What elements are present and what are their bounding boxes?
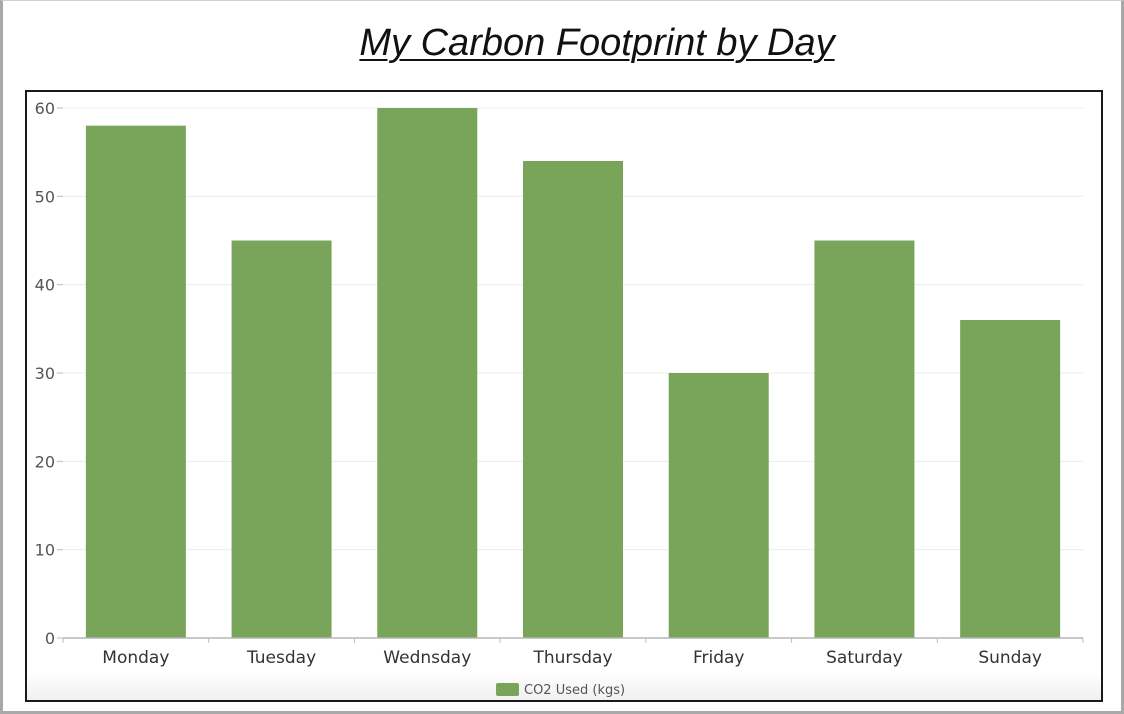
bar [523, 161, 623, 638]
legend-label: CO2 Used (kgs) [524, 683, 625, 698]
x-tick-label: Wednsday [383, 648, 471, 668]
x-tick-label: Tuesday [246, 648, 316, 668]
bar [377, 108, 478, 638]
y-tick-label: 40 [35, 276, 55, 295]
y-tick-label: 30 [35, 364, 55, 383]
y-tick-label: 10 [35, 541, 55, 560]
x-tick-label: Friday [693, 648, 745, 668]
bar [231, 240, 332, 638]
legend-strip [27, 672, 1101, 700]
bar [85, 125, 186, 638]
chart-title: My Carbon Footprint by Day [359, 22, 835, 64]
bar [668, 373, 769, 638]
x-tick-label: Monday [102, 648, 169, 668]
legend: CO2 Used (kgs) [496, 683, 625, 698]
bars [85, 108, 1061, 638]
x-tick-label: Sunday [978, 648, 1042, 668]
y-tick-label: 20 [35, 452, 55, 471]
axes: 0 10 20 30 40 50 60 Monday Tuesday Wednsday Thursd… [35, 99, 1084, 668]
y-tick-label: 60 [35, 99, 55, 118]
bar [814, 240, 915, 638]
bar [960, 320, 1061, 638]
x-tick-label: Thursday [532, 648, 612, 668]
y-tick-label: 50 [35, 187, 55, 206]
x-tick-label: Saturday [826, 648, 903, 668]
legend-swatch [496, 683, 519, 696]
y-tick-label: 0 [45, 629, 55, 648]
